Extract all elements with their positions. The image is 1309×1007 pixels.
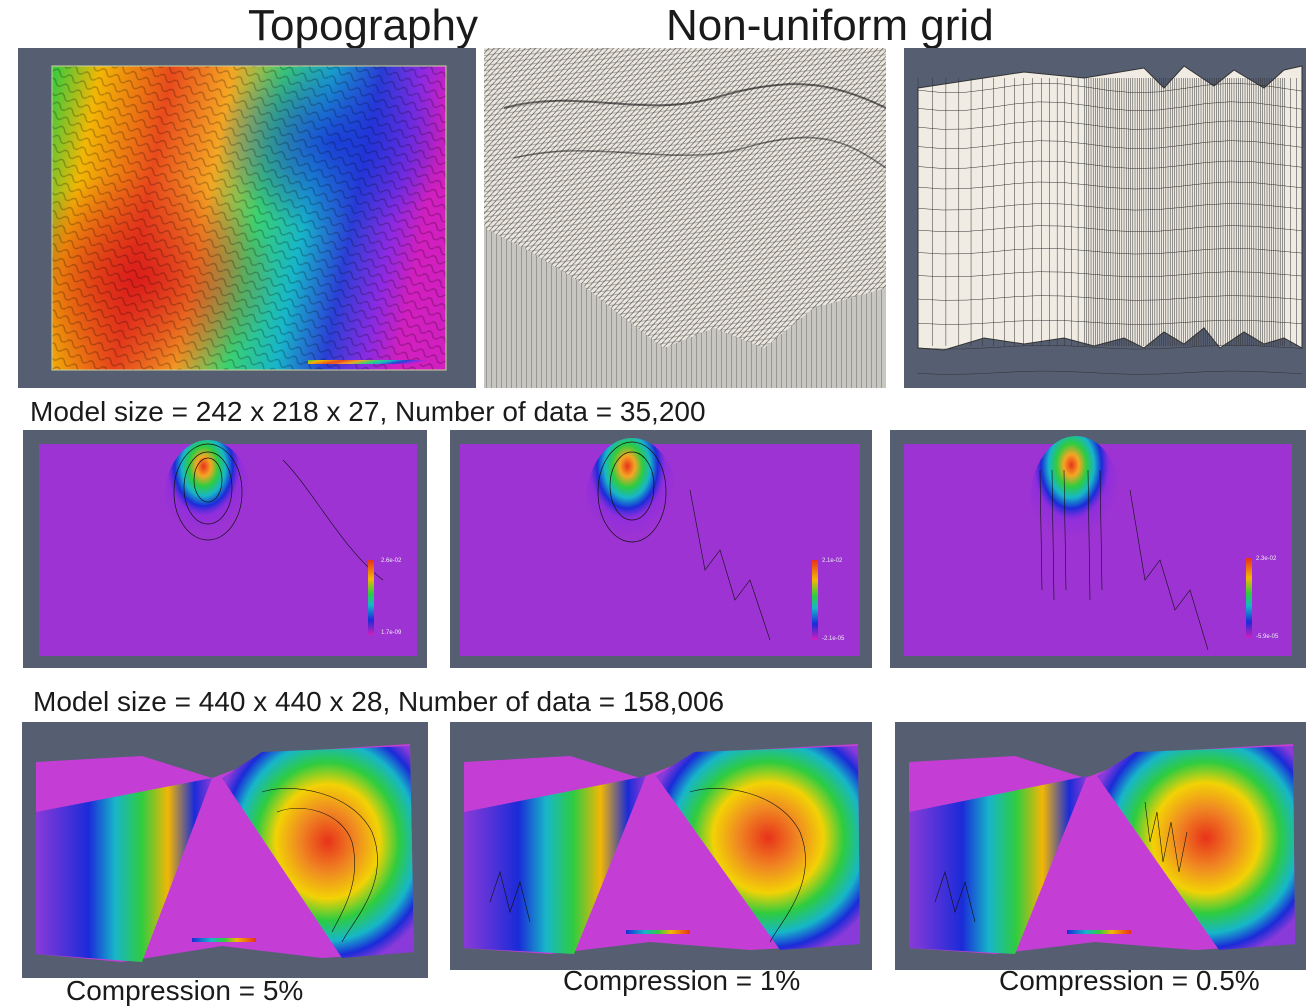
- row2-model-size-caption: Model size = 242 x 218 x 27, Number of d…: [30, 396, 706, 427]
- row3-right-section-panel: [895, 722, 1306, 970]
- row3-left-section-panel: [22, 722, 428, 978]
- grid-layer-line: [917, 370, 1303, 375]
- row2-mid-cbar-min: -2.1e-05: [822, 636, 845, 642]
- row2-middle-section-panel: 2.1e-02 -2.1e-05: [450, 430, 872, 668]
- compression-1-caption: Compression = 1%: [563, 965, 801, 996]
- topography-map-panel: [18, 48, 476, 388]
- row2-right-cbar-max: 2.3e-02: [1256, 556, 1277, 562]
- row2-right-section-panel: 2.3e-02 -5.9e-05: [890, 430, 1306, 668]
- 3d-terrain-mesh-panel: [484, 48, 886, 388]
- row3-model-size-caption: Model size = 440 x 440 x 28, Number of d…: [33, 686, 725, 717]
- row2-right-cbar-min: -5.9e-05: [1256, 634, 1279, 640]
- row2-left-cbar-min: 1.7e-09: [381, 630, 402, 636]
- row2-mid-cbar-max: 2.1e-02: [822, 558, 843, 564]
- row2-left-cbar-max: 2.6e-02: [381, 558, 402, 564]
- topography-heading: Topography: [248, 1, 478, 50]
- compression-05-caption: Compression = 0.5%: [999, 965, 1260, 996]
- grid-layer-line: [917, 345, 1303, 350]
- non-uniform-grid-panel: [904, 48, 1306, 388]
- compression-5-caption: Compression = 5%: [66, 975, 304, 1006]
- row2-left-section-panel: 2.6e-02 1.7e-09: [23, 430, 427, 668]
- row3-middle-section-panel: [450, 722, 872, 970]
- non-uniform-grid-heading: Non-uniform grid: [666, 1, 994, 50]
